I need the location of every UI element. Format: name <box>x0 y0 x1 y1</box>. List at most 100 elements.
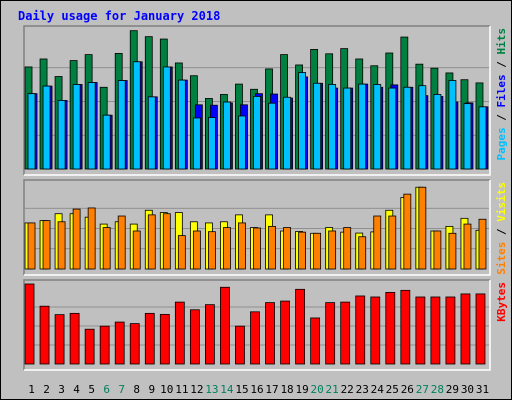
bar-pages-day-7 <box>117 80 126 170</box>
bar-kbytes-day-9 <box>144 312 155 365</box>
bar-pages-day-9 <box>147 96 156 170</box>
bar-kbytes-day-29 <box>445 296 456 365</box>
x-tick-label-day-14: 14 <box>220 383 234 396</box>
bar-pages-day-20 <box>313 82 322 170</box>
panel-visits-sites: Sites / Visits <box>23 179 508 276</box>
legend-kbytes: KBytes <box>495 282 508 322</box>
bar-sites-day-27 <box>418 186 427 270</box>
bar-pages-day-4 <box>72 84 81 170</box>
bar-kbytes-day-21 <box>325 302 336 365</box>
bar-kbytes-day-1 <box>24 283 35 365</box>
bar-sites-day-1 <box>27 222 36 270</box>
bar-kbytes-day-23 <box>355 295 366 365</box>
bar-kbytes-day-24 <box>370 296 381 365</box>
x-tick-label-day-3: 3 <box>58 383 65 396</box>
x-tick-label-day-6: 6 <box>103 383 110 396</box>
bar-sites-day-16 <box>253 227 261 270</box>
legend-files: Files <box>495 74 508 107</box>
bar-pages-day-24 <box>373 84 382 170</box>
bar-sites-day-26 <box>403 193 412 270</box>
bar-kbytes-day-8 <box>129 323 140 365</box>
legend-visits: Visits <box>495 182 508 222</box>
x-axis: 1 2 3 4 5 6 7 8 9 10 11 12 13 14 15 16 17 18 19 20 21 22 23 24 2… <box>28 383 489 396</box>
bar-kbytes-day-11 <box>174 301 185 365</box>
bar-sites-day-24 <box>373 215 382 270</box>
bar-sites-day-9 <box>147 214 156 270</box>
x-tick-label-day-22: 22 <box>341 383 354 396</box>
x-tick-label-day-28: 28 <box>431 383 444 396</box>
bar-sites-day-29 <box>448 232 457 270</box>
bar-pages-day-1 <box>27 93 36 170</box>
bar-pages-day-25 <box>388 87 397 170</box>
x-tick-label-day-12: 12 <box>190 383 203 396</box>
bar-sites-day-31 <box>478 218 487 270</box>
legend-sites: Sites <box>495 242 508 275</box>
bar-sites-day-14 <box>223 227 231 270</box>
bar-pages-day-22 <box>343 87 352 170</box>
x-tick-label-day-18: 18 <box>280 383 293 396</box>
bar-pages-day-29 <box>448 80 457 170</box>
bar-kbytes-day-12 <box>189 309 200 365</box>
bar-pages-day-26 <box>403 86 412 170</box>
plot-area-visits-sites-highlight <box>24 180 491 276</box>
legend-kbytes: KBytes <box>495 282 508 322</box>
bar-kbytes-day-7 <box>114 321 125 365</box>
plot-area-hits-files-pages-shadow <box>23 25 490 175</box>
bar-sites-day-2 <box>42 220 51 270</box>
x-tick-label-day-23: 23 <box>356 383 369 396</box>
bar-sites-day-18 <box>283 227 291 270</box>
legend-separator: / <box>495 108 508 128</box>
bar-pages-day-16 <box>253 96 261 170</box>
bar-sites-day-8 <box>132 230 141 270</box>
bar-kbytes-day-2 <box>39 305 50 365</box>
bar-sites-day-3 <box>57 221 66 270</box>
x-tick-label-day-11: 11 <box>175 383 188 396</box>
panel-hits-files-pages: Pages / Files / Hits <box>23 25 508 176</box>
bar-sites-day-17 <box>268 225 276 270</box>
bar-sites-day-12 <box>192 230 201 270</box>
bar-pages-day-19 <box>298 72 306 170</box>
bar-sites-day-30 <box>463 223 472 270</box>
bar-kbytes-day-16 <box>250 311 260 365</box>
bar-sites-day-21 <box>328 230 337 270</box>
bar-sites-day-25 <box>388 215 397 270</box>
x-tick-label-day-1: 1 <box>28 383 35 396</box>
bar-pages-day-8 <box>132 61 141 170</box>
bar-pages-day-14 <box>223 101 231 170</box>
bar-sites-day-19 <box>298 231 306 270</box>
bar-sites-day-4 <box>72 208 81 270</box>
x-tick-label-day-26: 26 <box>401 383 414 396</box>
bar-kbytes-day-25 <box>385 291 396 365</box>
x-tick-label-day-4: 4 <box>73 383 80 396</box>
plot-area-hits-files-pages-highlight <box>24 26 491 176</box>
chart-title: Daily usage for January 2018 <box>18 9 220 23</box>
bar-sites-day-10 <box>162 213 171 270</box>
bar-sites-day-6 <box>102 227 111 270</box>
x-tick-label-day-17: 17 <box>265 383 278 396</box>
bar-sites-day-11 <box>177 235 186 270</box>
legend-hits: Hits <box>495 28 508 55</box>
x-tick-label-day-20: 20 <box>311 383 324 396</box>
bar-pages-day-13 <box>208 117 216 170</box>
bar-pages-day-5 <box>87 82 96 170</box>
x-tick-label-day-13: 13 <box>205 383 218 396</box>
x-tick-label-day-31: 31 <box>476 383 489 396</box>
plot-area-kbytes-shadow <box>23 279 490 370</box>
bar-pages-day-31 <box>478 106 487 170</box>
bar-kbytes-day-17 <box>265 302 275 365</box>
x-tick-label-day-2: 2 <box>43 383 50 396</box>
x-tick-label-day-8: 8 <box>133 383 140 396</box>
plot-area-kbytes-highlight <box>24 280 491 371</box>
bar-kbytes-day-6 <box>99 325 110 365</box>
bar-pages-day-10 <box>162 66 171 170</box>
bar-kbytes-day-28 <box>430 296 441 365</box>
bar-pages-day-23 <box>358 83 367 170</box>
bar-kbytes-day-31 <box>475 293 486 365</box>
bar-sites-day-20 <box>313 232 322 270</box>
bar-kbytes-day-13 <box>205 304 215 365</box>
panel-kbytes: KBytes <box>23 279 508 371</box>
bar-kbytes-day-30 <box>460 293 471 365</box>
x-tick-label-day-24: 24 <box>371 383 385 396</box>
bar-kbytes-day-5 <box>84 328 95 365</box>
bar-sites-day-5 <box>87 207 96 270</box>
